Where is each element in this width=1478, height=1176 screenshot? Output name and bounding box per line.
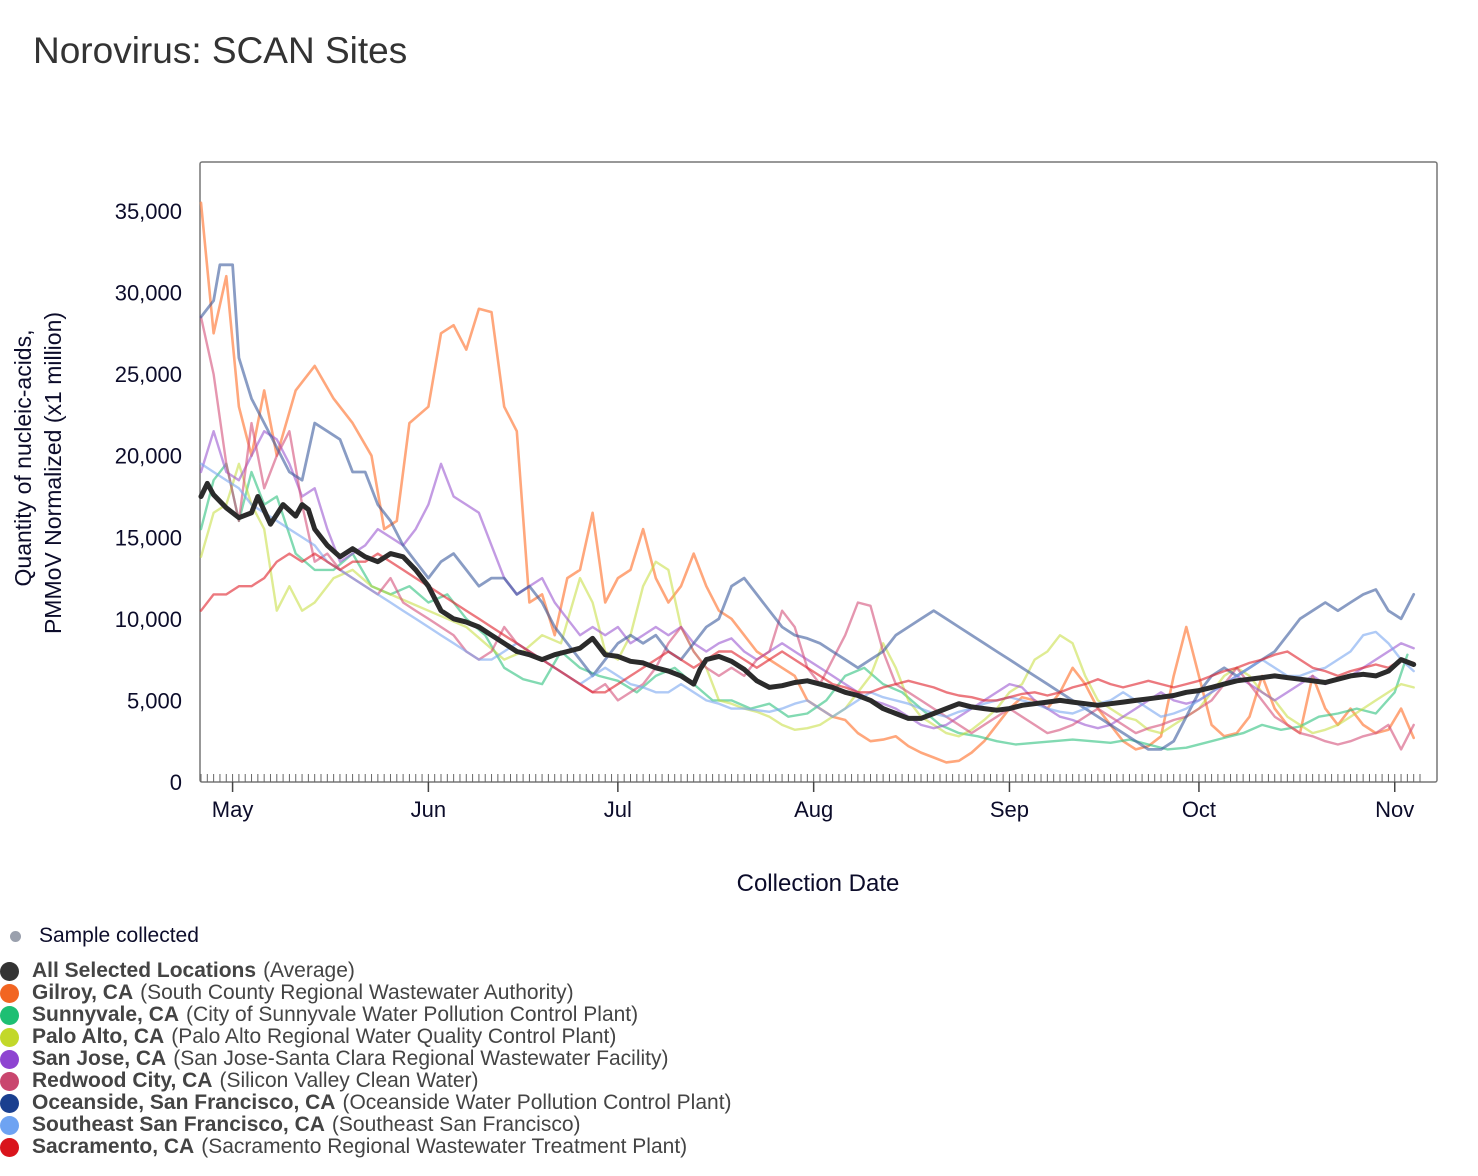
series-line-all-selected-locations[interactable] bbox=[198, 480, 1417, 721]
legend-location-name: Redwood City, CA bbox=[32, 1070, 213, 1092]
legend-location-desc: (Sacramento Regional Wastewater Treatmen… bbox=[201, 1136, 688, 1158]
legend-location-name: Palo Alto, CA bbox=[32, 1026, 165, 1048]
legend-dot-icon bbox=[0, 1093, 19, 1113]
legend-location-name: Gilroy, CA bbox=[32, 982, 134, 1004]
legend-item[interactable]: Sunnyvale, CA (City of Sunnyvale Water Po… bbox=[0, 1004, 732, 1026]
legend-dot-icon bbox=[0, 1049, 19, 1069]
x-tick-label: Jun bbox=[411, 797, 446, 822]
plot-frame bbox=[199, 161, 1438, 783]
legend-location-name: Oceanside, San Francisco, CA bbox=[32, 1092, 336, 1114]
y-axis-label-line2: PMMoV Normalized (x1 million) bbox=[40, 312, 66, 634]
legend-location-desc: (City of Sunnyvale Water Pollution Contr… bbox=[186, 1004, 639, 1026]
legend-item[interactable]: Southeast San Francisco, CA (Southeast Sa… bbox=[0, 1114, 732, 1136]
y-axis-label-line1: Quantity of nucleic-acids, bbox=[10, 330, 36, 587]
x-tick-label: Jul bbox=[604, 797, 632, 822]
x-axis-minor-ticks bbox=[200, 774, 1421, 782]
sample-dot-icon bbox=[10, 930, 21, 942]
legend-entries: All Selected Locations (Average) Gilroy, C… bbox=[0, 960, 732, 1158]
legend-item[interactable]: Redwood City, CA (Silicon Valley Clean Wa… bbox=[0, 1070, 732, 1092]
x-tick-label: Oct bbox=[1182, 797, 1216, 822]
legend-sample-collected: Sample collected bbox=[10, 922, 199, 950]
y-axis: 0 5,000 10,000 15,000 20,000 25,000 30,000 35,0… bbox=[115, 199, 182, 795]
y-tick-label: 30,000 bbox=[115, 281, 182, 306]
y-tick-label: 0 bbox=[170, 770, 182, 795]
series-line-sacramento-ca[interactable] bbox=[199, 552, 1415, 702]
legend-dot-icon bbox=[0, 1027, 19, 1047]
legend-location-desc: (Silicon Valley Clean Water) bbox=[219, 1070, 479, 1092]
legend-location-desc: (San Jose-Santa Clara Regional Wastewate… bbox=[173, 1048, 669, 1070]
x-tick-label: Sep bbox=[990, 797, 1029, 822]
legend-item[interactable]: San Jose, CA (San Jose-Santa Clara Region… bbox=[0, 1048, 732, 1070]
y-tick-label: 20,000 bbox=[115, 444, 182, 469]
chart-area: 0 5,000 10,000 15,000 20,000 25,000 30,000 35,0… bbox=[10, 161, 1438, 897]
y-tick-label: 15,000 bbox=[115, 525, 182, 550]
legend-sample-label: Sample collected bbox=[39, 924, 199, 947]
legend-location-desc: (Oceanside Water Pollution Control Plant… bbox=[342, 1092, 732, 1114]
legend-location-name: All Selected Locations bbox=[32, 960, 257, 982]
x-tick-label: May bbox=[212, 797, 254, 822]
legend-item[interactable]: Sacramento, CA (Sacramento Regional Waste… bbox=[0, 1136, 732, 1158]
legend-dot-icon bbox=[0, 983, 19, 1003]
y-tick-label: 25,000 bbox=[115, 362, 182, 387]
legend-dot-icon bbox=[0, 1005, 19, 1025]
legend-dot-icon bbox=[0, 1137, 19, 1157]
y-tick-label: 5,000 bbox=[127, 688, 182, 713]
legend-location-desc: (Palo Alto Regional Water Quality Contro… bbox=[171, 1026, 617, 1048]
legend-item[interactable]: Oceanside, San Francisco, CA (Oceanside W… bbox=[0, 1092, 732, 1114]
series-line-oceanside-san-francisco-ca[interactable] bbox=[199, 263, 1416, 751]
legend-item[interactable]: All Selected Locations (Average) bbox=[0, 960, 732, 982]
y-tick-label: 10,000 bbox=[115, 607, 182, 632]
legend-dot-icon bbox=[0, 961, 19, 981]
x-tick-label: Nov bbox=[1375, 797, 1414, 822]
x-axis: May Jun Jul Aug Sep Oct Nov bbox=[212, 782, 1414, 822]
y-tick-label: 35,000 bbox=[115, 199, 182, 224]
legend-location-desc: (Average) bbox=[263, 960, 355, 982]
legend-location-desc: (South County Regional Wastewater Author… bbox=[140, 982, 574, 1004]
series-line-southeast-san-francisco-ca[interactable] bbox=[199, 462, 1415, 718]
legend-location-name: Sunnyvale, CA bbox=[32, 1004, 180, 1026]
x-tick-label: Aug bbox=[794, 797, 833, 822]
chart-title: Norovirus: SCAN Sites bbox=[33, 30, 408, 71]
legend-item[interactable]: Gilroy, CA (South County Regional Wastewa… bbox=[0, 982, 732, 1004]
series-line-palo-alto-ca[interactable] bbox=[199, 462, 1415, 738]
legend-location-name: San Jose, CA bbox=[32, 1048, 167, 1070]
legend-location-desc: (Southeast San Francisco) bbox=[331, 1114, 581, 1136]
legend-item[interactable]: Palo Alto, CA (Palo Alto Regional Water Q… bbox=[0, 1026, 732, 1048]
x-axis-label: Collection Date bbox=[737, 870, 900, 897]
legend-dot-icon bbox=[0, 1071, 19, 1091]
series-layer bbox=[198, 201, 1417, 764]
legend-location-name: Southeast San Francisco, CA bbox=[32, 1114, 325, 1136]
legend-location-name: Sacramento, CA bbox=[32, 1136, 195, 1158]
legend-dot-icon bbox=[0, 1115, 19, 1135]
